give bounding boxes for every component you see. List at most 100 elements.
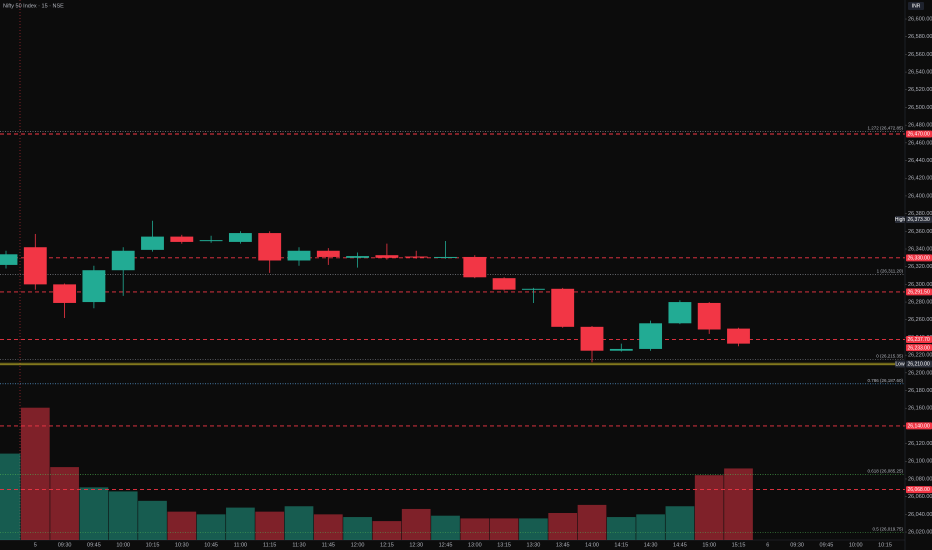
volume-bar <box>372 521 402 540</box>
candle-body <box>609 348 633 351</box>
candle-body <box>580 326 604 351</box>
candle-body <box>228 233 252 242</box>
x-tick-label: 11:30 <box>292 542 305 548</box>
extreme-tag: 26,373.30 <box>908 217 930 223</box>
candle-body <box>111 250 135 271</box>
level-tag: 26,140.00 <box>908 424 930 430</box>
volume-bar <box>577 504 607 540</box>
volume-bar <box>196 514 226 540</box>
level-tag-box <box>906 422 932 430</box>
chart-title: Nifty 50 Index · 15 · NSE <box>3 3 64 9</box>
y-tick-label: 26,360.00 <box>908 229 932 235</box>
y-tick-label: 26,420.00 <box>908 176 932 182</box>
volume-bar <box>50 467 79 540</box>
y-tick-label: 26,300.00 <box>908 282 932 288</box>
volume-bar <box>138 500 167 540</box>
level-tag-box <box>906 486 932 494</box>
candle-body <box>521 288 545 290</box>
volume-bar <box>606 517 636 540</box>
x-tick-label: 11:45 <box>322 542 335 548</box>
level-tag-box <box>906 130 932 138</box>
y-tick-label: 26,060.00 <box>908 494 932 500</box>
y-tick-label: 26,480.00 <box>908 123 932 129</box>
x-tick-label: 10:45 <box>204 542 218 548</box>
candle-body <box>668 302 692 324</box>
x-tick-label: 5 <box>34 542 37 548</box>
candle-body <box>82 270 106 303</box>
candle-body <box>346 256 370 258</box>
x-tick-label: 12:45 <box>439 542 453 548</box>
level-tag: 26,068.00 <box>908 487 930 493</box>
extreme-tag-box <box>906 216 932 224</box>
candle-body <box>463 256 487 278</box>
x-tick-label: 11:00 <box>234 542 247 548</box>
level-tag: 26,470.00 <box>908 132 930 138</box>
x-tick-label: 10:00 <box>116 542 130 548</box>
candle-body <box>287 250 311 261</box>
volume-bar <box>460 518 490 540</box>
y-tick-label: 26,460.00 <box>908 140 932 146</box>
y-tick-label: 26,320.00 <box>908 264 932 270</box>
volume-bar <box>20 407 50 540</box>
levels-layer: 1.272 (26,472.85) 1 (26,311.20) 0 (26,215.… <box>0 126 905 533</box>
volume-bar <box>79 487 109 540</box>
fib-label: 0.5 (26,019.75) <box>872 526 903 531</box>
x-tick-label: 12:00 <box>351 542 365 548</box>
volume-bar <box>226 507 255 540</box>
fib-label: 1.272 (26,472.85) <box>867 126 903 131</box>
volume-bar <box>519 518 548 540</box>
level-tag: 26,237.70 <box>908 337 930 343</box>
extreme-tag-box <box>906 360 932 368</box>
volume-bar <box>401 508 431 540</box>
y-tick-label: 26,200.00 <box>908 370 932 376</box>
x-tick-label: 14:00 <box>585 542 599 548</box>
x-tick-label: 09:45 <box>87 542 101 548</box>
x-tick-label: 10:15 <box>878 542 892 548</box>
y-tick-label: 26,580.00 <box>908 34 932 40</box>
volume-bar <box>313 514 343 540</box>
candle-body <box>639 323 663 349</box>
level-tag-box <box>906 254 932 262</box>
level-tag-box <box>906 288 932 296</box>
volume-bar <box>724 468 753 540</box>
y-tick-label: 26,540.00 <box>908 70 932 76</box>
volume-bar <box>489 518 519 540</box>
x-tick-label: 10:00 <box>849 542 863 548</box>
candle-body <box>53 284 77 303</box>
candle-body <box>258 233 282 261</box>
y-tick-label: 26,400.00 <box>908 193 932 199</box>
extreme-tag: 26,210.00 <box>908 362 930 368</box>
candle-body <box>551 288 575 327</box>
y-tick-label: 26,560.00 <box>908 52 932 58</box>
extreme-name: High <box>895 217 906 223</box>
last-price-tag-box <box>906 344 932 352</box>
volume-bar <box>343 517 372 540</box>
candle-body <box>199 240 223 242</box>
x-tick-label: 6 <box>766 542 769 548</box>
y-tick-label: 26,600.00 <box>908 16 932 22</box>
y-tick-label: 26,260.00 <box>908 317 932 323</box>
volume-bar <box>0 453 21 540</box>
candle-body <box>316 250 340 257</box>
y-tick-label: 26,120.00 <box>908 441 932 447</box>
fib-label: 1 (26,311.20) <box>877 269 904 274</box>
y-tick-label: 26,440.00 <box>908 158 932 164</box>
y-tick-label: 26,020.00 <box>908 529 932 535</box>
currency[interactable]: INR <box>912 4 921 10</box>
volume-bar <box>255 511 285 540</box>
candle-body <box>404 256 428 258</box>
x-tick-label: 14:30 <box>644 542 658 548</box>
x-tick-label: 14:15 <box>614 542 628 548</box>
candle-body <box>375 255 399 258</box>
fib-label: 0.618 (26,085.25) <box>867 469 903 474</box>
level-tag: 26,291.50 <box>908 290 930 296</box>
currency-badge[interactable] <box>908 2 924 10</box>
x-tick-label: 15:15 <box>732 542 746 548</box>
volume-bar <box>431 515 460 540</box>
y-tick-label: 26,040.00 <box>908 512 932 518</box>
level-tag-box <box>906 335 932 343</box>
last-price-tag: 26,233.00 <box>908 345 930 351</box>
volume-bar <box>665 506 695 540</box>
